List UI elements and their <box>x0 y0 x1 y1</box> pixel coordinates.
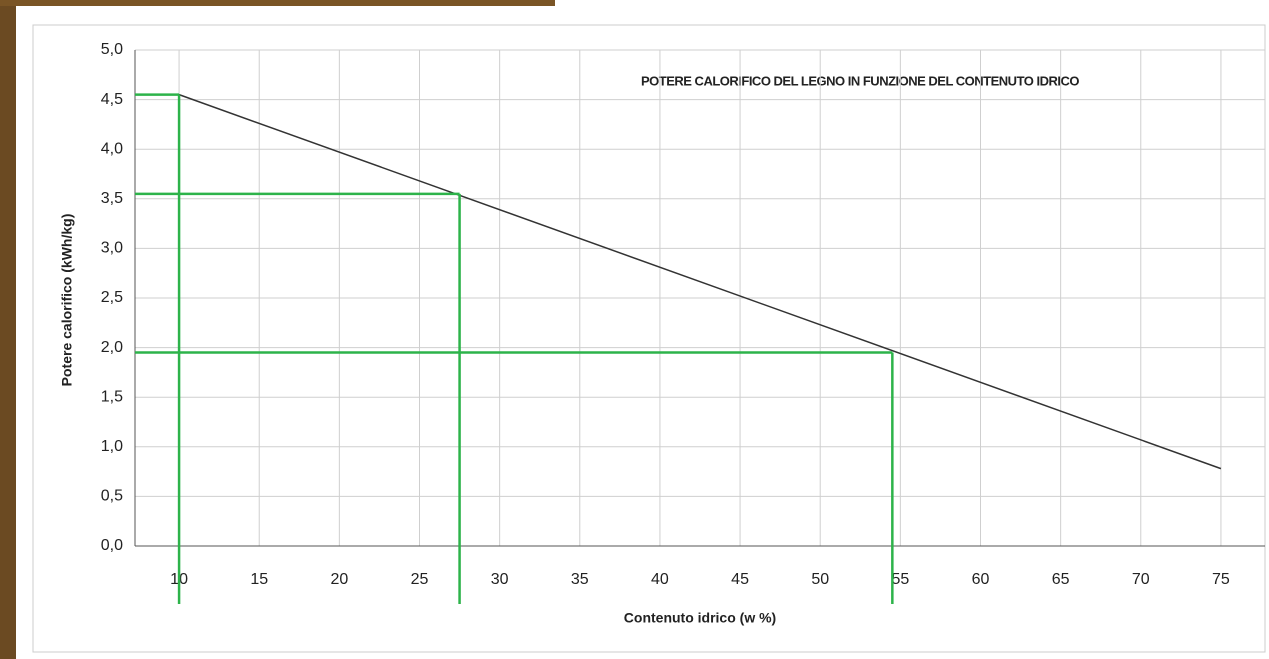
y-tick-label: 1,0 <box>101 438 123 455</box>
wood-photo-strip <box>0 0 555 6</box>
y-tick-label: 5,0 <box>101 41 123 58</box>
y-tick-label: 3,0 <box>101 240 123 257</box>
x-tick-label: 55 <box>891 571 909 588</box>
y-tick-label: 1,5 <box>101 388 123 405</box>
x-tick-label: 35 <box>571 571 589 588</box>
wood-photo-strip <box>0 0 16 659</box>
x-tick-label: 65 <box>1052 571 1070 588</box>
chart-frame <box>32 24 1266 653</box>
data-line <box>178 93 1222 470</box>
x-tick-label: 40 <box>651 571 669 588</box>
x-tick-label: 30 <box>491 571 509 588</box>
x-axis-label: Contenuto idrico (w %) <box>624 610 776 626</box>
x-tick-label: 50 <box>811 571 829 588</box>
y-axis-label: Potere calorifico (kWh/kg) <box>59 214 75 387</box>
y-tick-label: 2,5 <box>101 289 123 306</box>
x-tick-label: 70 <box>1132 571 1150 588</box>
y-tick-label: 0,0 <box>101 537 123 554</box>
y-tick-label: 2,0 <box>101 339 123 356</box>
x-tick-label: 20 <box>330 571 348 588</box>
y-tick-label: 4,0 <box>101 140 123 157</box>
x-tick-label: 15 <box>250 571 268 588</box>
x-tick-label: 60 <box>972 571 990 588</box>
y-tick-label: 0,5 <box>101 488 123 505</box>
chart-title: POTERE CALORIFICO DEL LEGNO IN FUNZIONE … <box>641 73 1079 88</box>
x-tick-label: 25 <box>411 571 429 588</box>
x-tick-label: 45 <box>731 571 749 588</box>
y-tick-label: 3,5 <box>101 190 123 207</box>
y-tick-label: 4,5 <box>101 91 123 108</box>
x-tick-label: 75 <box>1212 571 1230 588</box>
